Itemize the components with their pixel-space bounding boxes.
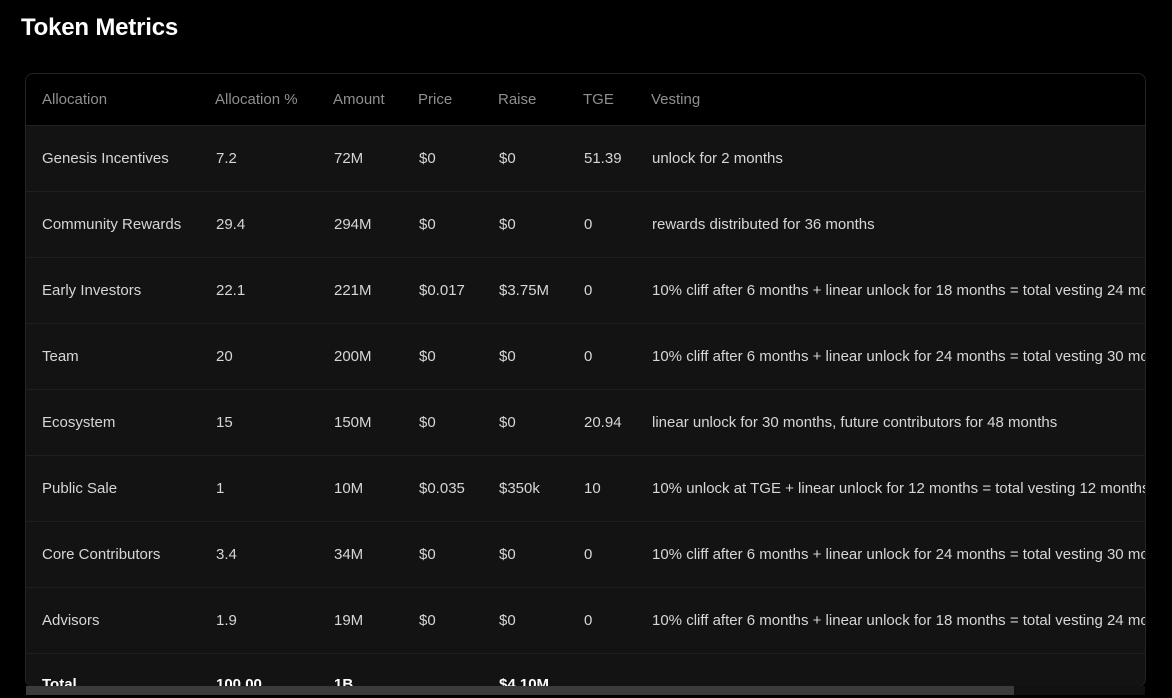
- cell-vesting: unlock for 2 months: [651, 125, 1145, 192]
- cell-tge: 20.94: [583, 389, 651, 456]
- cell-allocation: Ecosystem: [26, 389, 215, 456]
- cell-vesting: linear unlock for 30 months, future cont…: [651, 389, 1145, 456]
- cell-allocation: Advisors: [26, 587, 215, 654]
- cell-price: $0: [418, 389, 498, 456]
- cell-price: $0: [418, 323, 498, 390]
- cell-allocation: Core Contributors: [26, 521, 215, 588]
- cell-vesting: 10% cliff after 6 months + linear unlock…: [651, 257, 1145, 324]
- cell-allocation: Community Rewards: [26, 191, 215, 258]
- cell-raise: $0: [498, 191, 583, 258]
- token-metrics-table-container: Allocation Allocation % Amount Price Rai…: [25, 73, 1146, 687]
- cell-tge: 10: [583, 455, 651, 522]
- cell-tge: 51.39: [583, 125, 651, 192]
- table-header-row: Allocation Allocation % Amount Price Rai…: [26, 74, 1145, 126]
- total-vesting: [651, 653, 1145, 686]
- table-row[interactable]: Genesis Incentives 7.2 72M $0 $0 51.39 u…: [26, 125, 1145, 192]
- cell-allocation: Early Investors: [26, 257, 215, 324]
- cell-price: $0: [418, 587, 498, 654]
- cell-vesting: 10% unlock at TGE + linear unlock for 12…: [651, 455, 1145, 522]
- cell-allocation-pct: 1.9: [215, 587, 333, 654]
- cell-allocation-pct: 1: [215, 455, 333, 522]
- cell-amount: 221M: [333, 257, 418, 324]
- cell-raise: $350k: [498, 455, 583, 522]
- cell-allocation-pct: 3.4: [215, 521, 333, 588]
- cell-tge: 0: [583, 191, 651, 258]
- total-label: Total: [26, 653, 215, 686]
- table-header: Allocation Allocation % Amount Price Rai…: [26, 74, 1145, 126]
- cell-raise: $0: [498, 125, 583, 192]
- cell-raise: $0: [498, 521, 583, 588]
- cell-allocation-pct: 15: [215, 389, 333, 456]
- cell-allocation-pct: 29.4: [215, 191, 333, 258]
- table-row[interactable]: Ecosystem 15 150M $0 $0 20.94 linear unl…: [26, 389, 1145, 456]
- cell-vesting: 10% cliff after 6 months + linear unlock…: [651, 587, 1145, 654]
- cell-tge: 0: [583, 587, 651, 654]
- cell-allocation: Team: [26, 323, 215, 390]
- table-row[interactable]: Core Contributors 3.4 34M $0 $0 0 10% cl…: [26, 521, 1145, 588]
- cell-vesting: rewards distributed for 36 months: [651, 191, 1145, 258]
- cell-price: $0.017: [418, 257, 498, 324]
- table-row[interactable]: Public Sale 1 10M $0.035 $350k 10 10% un…: [26, 455, 1145, 522]
- cell-amount: 294M: [333, 191, 418, 258]
- cell-raise: $3.75M: [498, 257, 583, 324]
- cell-allocation: Public Sale: [26, 455, 215, 522]
- cell-price: $0: [418, 125, 498, 192]
- cell-allocation-pct: 22.1: [215, 257, 333, 324]
- column-header-price[interactable]: Price: [418, 74, 498, 126]
- cell-allocation-pct: 7.2: [215, 125, 333, 192]
- cell-amount: 34M: [333, 521, 418, 588]
- cell-raise: $0: [498, 587, 583, 654]
- cell-allocation-pct: 20: [215, 323, 333, 390]
- total-tge: [583, 653, 651, 686]
- cell-price: $0.035: [418, 455, 498, 522]
- cell-tge: 0: [583, 521, 651, 588]
- cell-allocation: Genesis Incentives: [26, 125, 215, 192]
- horizontal-scrollbar-thumb[interactable]: [26, 686, 1014, 695]
- table-horizontal-scroll-area[interactable]: Allocation Allocation % Amount Price Rai…: [26, 74, 1145, 686]
- table-body: Genesis Incentives 7.2 72M $0 $0 51.39 u…: [26, 125, 1145, 654]
- total-amount: 1B: [333, 653, 418, 686]
- table-row[interactable]: Early Investors 22.1 221M $0.017 $3.75M …: [26, 257, 1145, 324]
- cell-amount: 19M: [333, 587, 418, 654]
- cell-amount: 72M: [333, 125, 418, 192]
- table-footer: Total 100.00 1B $4.10M: [26, 653, 1145, 686]
- total-raise: $4.10M: [498, 653, 583, 686]
- token-metrics-table: Allocation Allocation % Amount Price Rai…: [26, 74, 1145, 686]
- cell-raise: $0: [498, 323, 583, 390]
- column-header-tge[interactable]: TGE: [583, 74, 651, 126]
- column-header-amount[interactable]: Amount: [333, 74, 418, 126]
- table-row[interactable]: Community Rewards 29.4 294M $0 $0 0 rewa…: [26, 191, 1145, 258]
- cell-vesting: 10% cliff after 6 months + linear unlock…: [651, 521, 1145, 588]
- total-allocation-pct: 100.00: [215, 653, 333, 686]
- page-title: Token Metrics: [21, 14, 178, 41]
- table-row[interactable]: Advisors 1.9 19M $0 $0 0 10% cliff after…: [26, 587, 1145, 654]
- cell-tge: 0: [583, 323, 651, 390]
- column-header-allocation-pct[interactable]: Allocation %: [215, 74, 333, 126]
- column-header-vesting[interactable]: Vesting: [651, 74, 1145, 126]
- cell-price: $0: [418, 521, 498, 588]
- total-price: [418, 653, 498, 686]
- horizontal-scrollbar[interactable]: [26, 686, 1145, 695]
- column-header-raise[interactable]: Raise: [498, 74, 583, 126]
- cell-price: $0: [418, 191, 498, 258]
- cell-tge: 0: [583, 257, 651, 324]
- cell-raise: $0: [498, 389, 583, 456]
- cell-amount: 200M: [333, 323, 418, 390]
- cell-vesting: 10% cliff after 6 months + linear unlock…: [651, 323, 1145, 390]
- table-total-row: Total 100.00 1B $4.10M: [26, 653, 1145, 686]
- cell-amount: 150M: [333, 389, 418, 456]
- table-row[interactable]: Team 20 200M $0 $0 0 10% cliff after 6 m…: [26, 323, 1145, 390]
- cell-amount: 10M: [333, 455, 418, 522]
- column-header-allocation[interactable]: Allocation: [26, 74, 215, 126]
